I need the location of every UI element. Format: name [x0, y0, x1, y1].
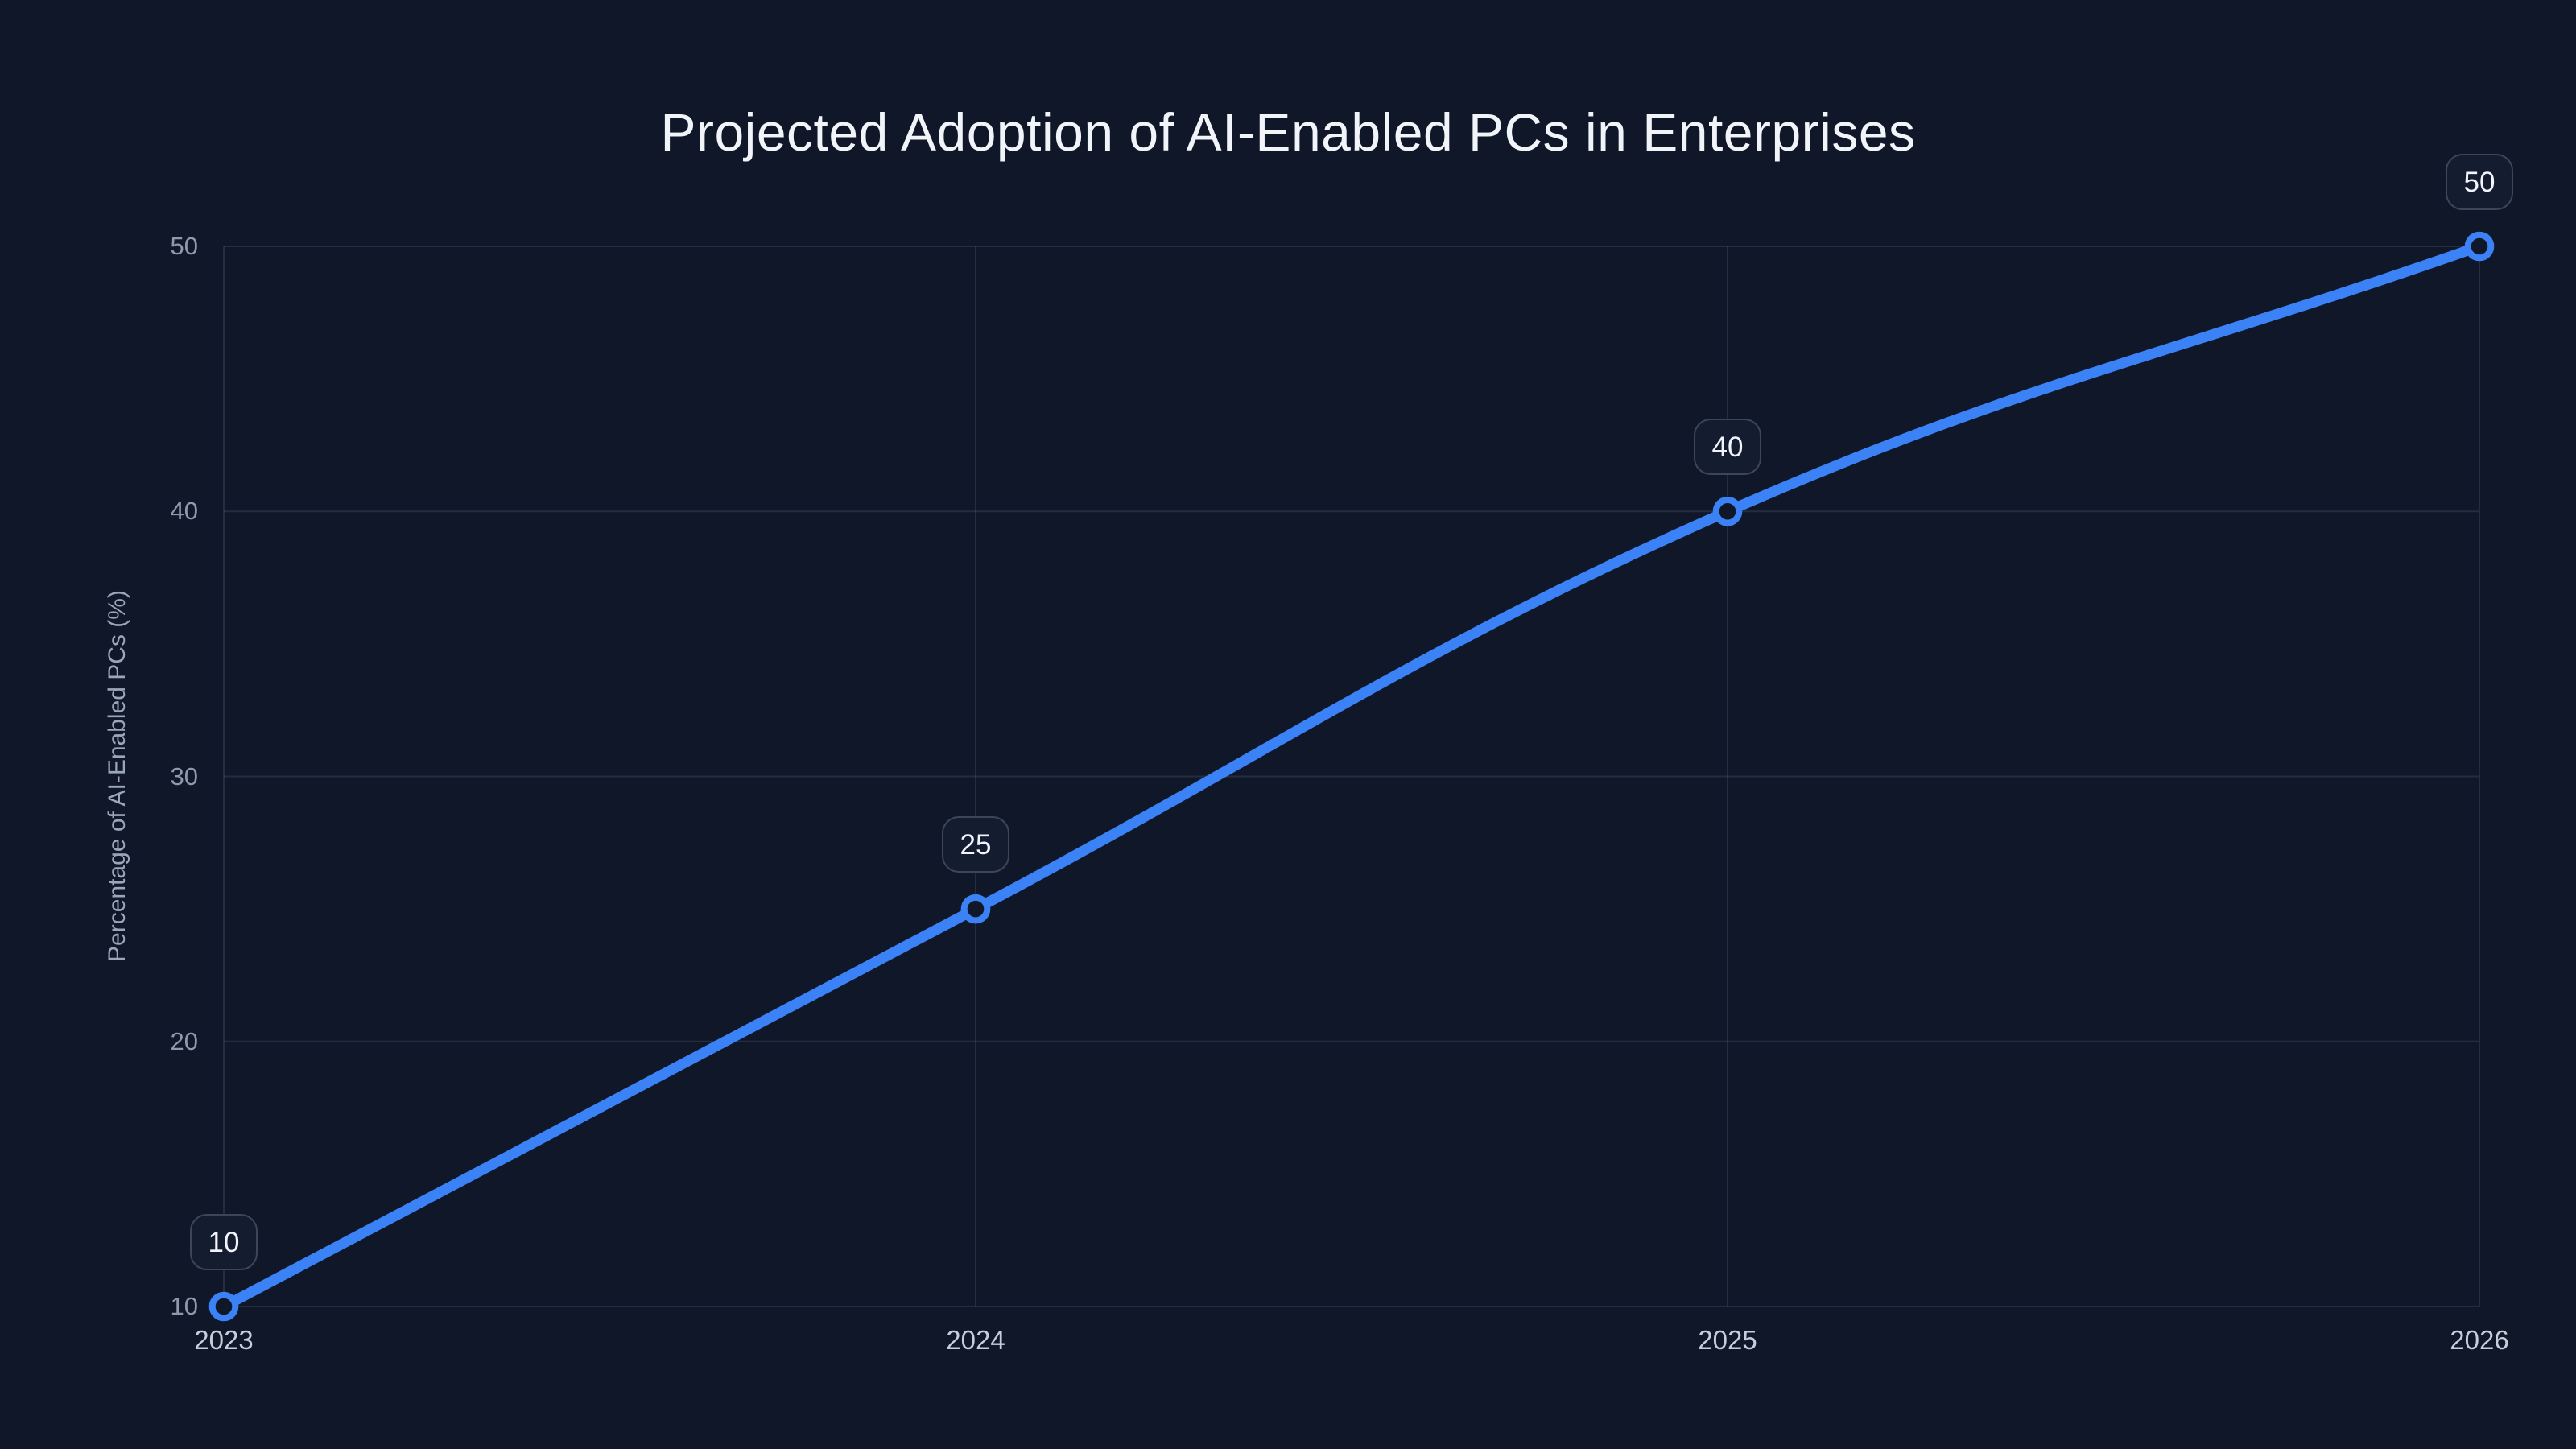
y-tick-label: 50: [170, 232, 198, 260]
y-tick-label: 10: [170, 1292, 198, 1320]
data-point-marker[interactable]: [2464, 231, 2495, 262]
data-point-value-badge: 40: [1694, 419, 1761, 476]
data-point-marker[interactable]: [1712, 496, 1743, 526]
y-tick-label: 30: [170, 762, 198, 791]
trend-line: [218, 241, 2485, 1312]
x-tick-label: 2024: [946, 1325, 1005, 1355]
y-tick-label: 20: [170, 1026, 198, 1055]
data-point-marker[interactable]: [960, 894, 991, 924]
data-point-value-badge: 50: [2446, 154, 2513, 210]
data-point-marker[interactable]: [208, 1291, 239, 1322]
x-tick-label: 2025: [1698, 1325, 1757, 1355]
data-point-value-badge: 25: [942, 816, 1009, 873]
x-tick-label: 2026: [2450, 1325, 2509, 1355]
chart-title: Projected Adoption of AI-Enabled PCs in …: [660, 102, 1916, 162]
data-point-value-badge: 10: [190, 1214, 258, 1270]
x-tick-label: 2023: [194, 1325, 254, 1355]
y-tick-label: 40: [170, 497, 198, 526]
